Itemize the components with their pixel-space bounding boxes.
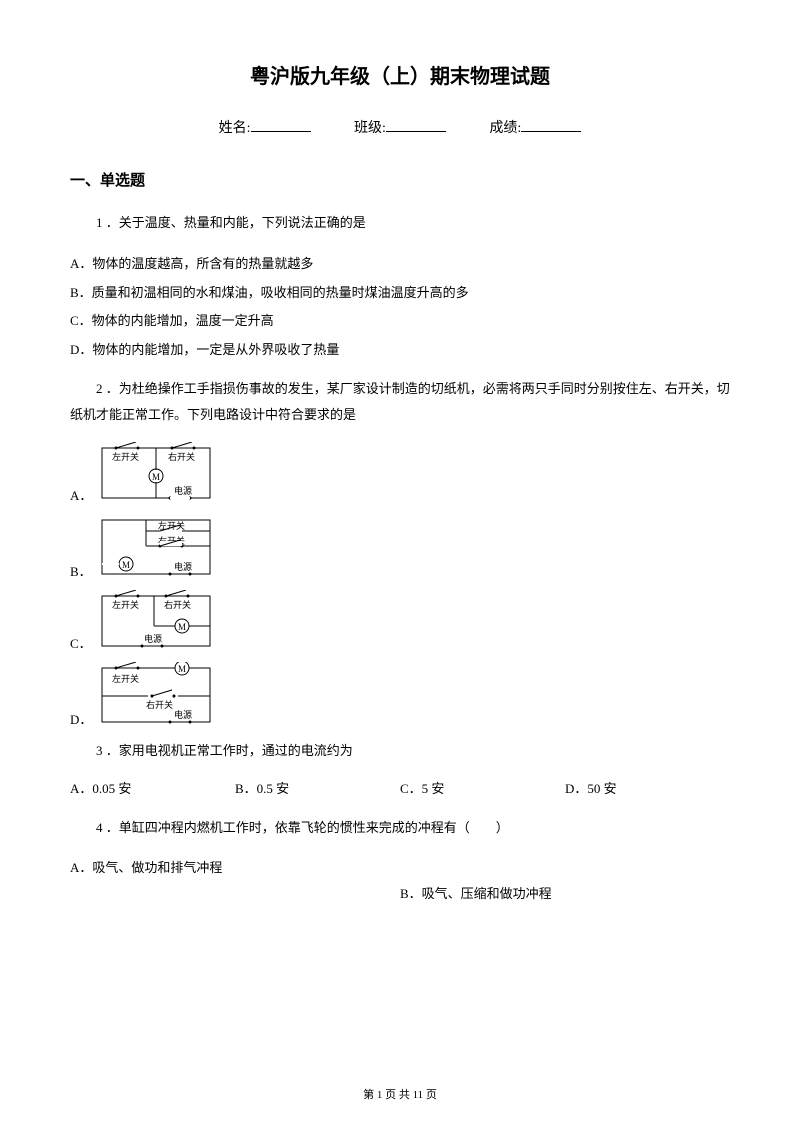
- q4-stem: 4 ．单缸四冲程内燃机工作时，依靠飞轮的惯性来完成的冲程有（ ）: [70, 815, 730, 841]
- q3-options: A．0.05 安 B．0.5 安 C．5 安 D．50 安: [70, 778, 730, 797]
- q3-option-c: C．5 安: [400, 778, 565, 797]
- motor-label-b: M: [122, 560, 130, 570]
- q4-option-b: B．吸气、压缩和做功冲程: [400, 881, 730, 907]
- circuit-diagram-a: 左开关 右开关 M 电源: [96, 442, 216, 504]
- q1-stem: 1 ．关于温度、热量和内能，下列说法正确的是: [70, 210, 730, 236]
- q1-option-b: B．质量和初温相同的水和煤油，吸收相同的热量时煤油温度升高的多: [70, 279, 730, 308]
- right-switch-label: 右开关: [168, 451, 195, 462]
- q2-stem: 2 ．为杜绝操作工手指损伤事故的发生，某厂家设计制造的切纸机，必需将两只手同时分…: [70, 376, 730, 428]
- class-blank: [386, 131, 446, 132]
- right-switch-label-c: 右开关: [164, 599, 191, 610]
- name-blank: [251, 131, 311, 132]
- power-label-c: 电源: [144, 633, 162, 644]
- circuit-diagram-c: 左开关 右开关 M 电源: [96, 590, 216, 652]
- power-label: 电源: [174, 485, 192, 496]
- q2-option-a: A． 左开关 右开关 M 电源: [70, 442, 730, 504]
- q1-option-a: A．物体的温度越高，所含有的热量就越多: [70, 250, 730, 279]
- q2-d-letter: D．: [70, 709, 92, 728]
- right-switch-label-d: 右开关: [146, 699, 173, 710]
- class-label: 班级:: [354, 121, 386, 136]
- circuit-diagram-b: 左开关 右开关 M 电源: [96, 514, 216, 580]
- motor-label: M: [152, 472, 160, 482]
- left-switch-label-c: 左开关: [112, 599, 139, 610]
- motor-label-c: M: [178, 622, 186, 632]
- score-blank: [521, 131, 581, 132]
- left-switch-label-b: 左开关: [158, 520, 185, 531]
- q3-option-d: D．50 安: [565, 778, 730, 797]
- name-label: 姓名:: [219, 121, 251, 136]
- power-label-d: 电源: [174, 709, 192, 720]
- page-footer: 第 1 页 共 11 页: [0, 1086, 800, 1102]
- q1-option-d: D．物体的内能增加，一定是从外界吸收了热量: [70, 336, 730, 365]
- circuit-diagram-d: 左开关 M 右开关 电源: [96, 662, 216, 728]
- q3-option-a: A．0.05 安: [70, 778, 235, 797]
- q4-options: A．吸气、做功和排气冲程 B．吸气、压缩和做功冲程: [70, 855, 730, 907]
- q3-stem: 3 ．家用电视机正常工作时，通过的电流约为: [70, 738, 730, 764]
- q3-option-b: B．0.5 安: [235, 778, 400, 797]
- q2-option-d: D． 左开关 M 右开关 电源: [70, 662, 730, 728]
- section-header: 一、单选题: [70, 169, 730, 190]
- q1-option-c: C．物体的内能增加，温度一定升高: [70, 307, 730, 336]
- motor-label-d: M: [178, 664, 186, 674]
- power-label-b: 电源: [174, 561, 192, 572]
- q4-option-a: A．吸气、做功和排气冲程: [70, 855, 400, 881]
- score-label: 成绩:: [489, 121, 521, 136]
- q2-option-c: C． 左开关 右开关 M 电源: [70, 590, 730, 652]
- page-title: 粤沪版九年级（上）期末物理试题: [70, 60, 730, 89]
- q2-option-b: B． 左开关 右开关 M 电源: [70, 514, 730, 580]
- student-info-line: 姓名: 班级: 成绩:: [70, 117, 730, 137]
- left-switch-label: 左开关: [112, 451, 139, 462]
- left-switch-label-d: 左开关: [112, 673, 139, 684]
- q2-b-letter: B．: [70, 561, 92, 580]
- q2-c-letter: C．: [70, 633, 92, 652]
- q2-a-letter: A．: [70, 485, 92, 504]
